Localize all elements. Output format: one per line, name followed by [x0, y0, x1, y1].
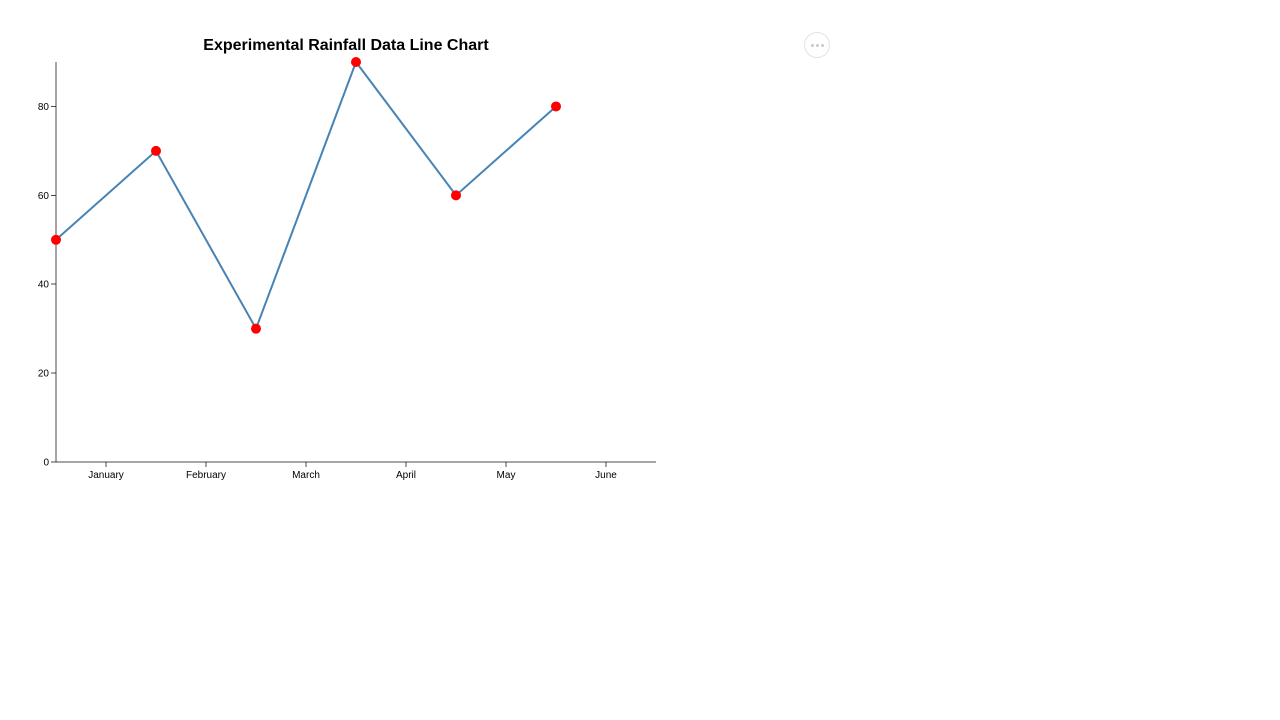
x-tick-label: June: [595, 470, 617, 481]
x-tick-label: April: [396, 470, 416, 481]
series-line: [55, 59, 557, 332]
series-group: [51, 57, 561, 334]
more-horizontal-icon-dot: [820, 43, 824, 47]
y-tick-label: 20: [38, 369, 50, 380]
data-point: [51, 234, 61, 245]
y-tick-label: 80: [38, 102, 50, 113]
data-point: [451, 190, 461, 201]
data-point: [151, 145, 161, 156]
x-tick-label: May: [497, 470, 516, 481]
more-horizontal-icon: [810, 43, 814, 47]
chart-title: Experimental Rainfall Data Line Chart: [203, 37, 489, 54]
more-horizontal-icon-dot: [815, 43, 819, 47]
data-point: [551, 101, 561, 112]
data-point: [251, 323, 261, 334]
x-tick-label: February: [186, 470, 226, 481]
x-tick-label: January: [88, 470, 124, 481]
data-point: [351, 57, 361, 67]
more-options-button[interactable]: [804, 32, 830, 58]
x-axis: January February March April May June: [56, 461, 656, 481]
x-tick-label: March: [292, 470, 320, 481]
y-tick-label: 0: [43, 458, 49, 469]
y-tick-label: 60: [38, 191, 50, 202]
y-tick-label: 40: [38, 280, 50, 291]
y-axis: 0 20 40 60 80: [38, 62, 57, 469]
